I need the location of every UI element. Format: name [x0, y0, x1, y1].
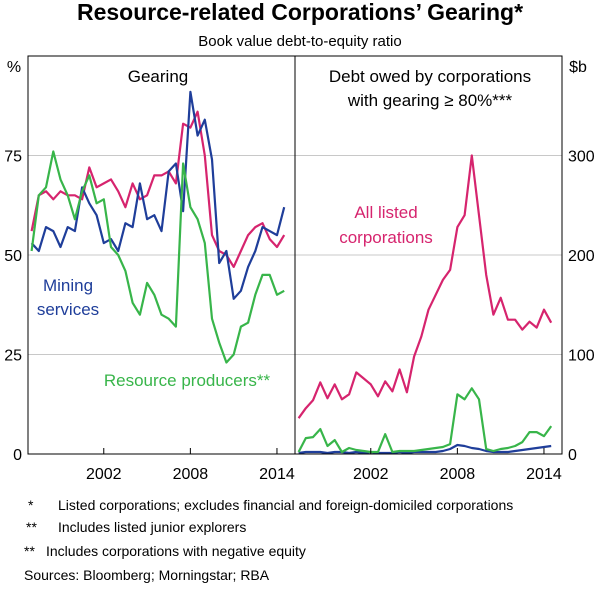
right-panel-title-line-1: Debt owed by corporations	[329, 67, 531, 86]
series-layer	[30, 90, 553, 455]
all-listed-label-line-2: corporations	[339, 228, 433, 247]
chart-subtitle: Book value debt-to-equity ratio	[198, 33, 401, 50]
x-tick-label: 2008	[173, 466, 209, 483]
mining-services-label-line-1: Mining	[43, 276, 93, 295]
y-tick-label: 100	[568, 348, 595, 365]
y-tick-label: 25	[4, 348, 22, 365]
x-tick-label: 2014	[526, 466, 562, 483]
sources-note: Sources: Bloomberg; Morningstar; RBA	[24, 567, 270, 583]
x-tick-label: 2002	[353, 466, 389, 483]
series-line-resource-producers-panel-2	[297, 387, 553, 454]
y-tick-label: 50	[4, 248, 22, 265]
y-tick-label: 0	[568, 447, 577, 464]
x-tick-label: 2014	[259, 466, 295, 483]
note-2-text: Includes listed junior explorers	[58, 519, 246, 535]
left-panel-title: Gearing	[128, 67, 188, 86]
chart-title: Resource-related Corporations’ Gearing*	[77, 0, 523, 25]
y-tick-label: 0	[13, 447, 22, 464]
note-3-mark: **	[24, 543, 35, 559]
x-tick-label: 2002	[86, 466, 122, 483]
y-tick-label: 300	[568, 149, 595, 166]
note-1-mark: *	[28, 497, 34, 513]
all-listed-label-line-1: All listed	[354, 203, 417, 222]
x-tick-label: 2008	[440, 466, 476, 483]
right-unit-label: $b	[569, 59, 587, 76]
mining-services-label-line-2: services	[37, 300, 99, 319]
series-line-all-listed-corporations-panel-1	[30, 110, 286, 268]
axis-layer: 0 25 50 75 2002 2008 2014 0 100 200 300 2002 2008 201…	[4, 149, 595, 484]
right-panel-title-line-2: with gearing ≥ 80%***	[347, 91, 513, 110]
left-unit-label: %	[7, 59, 21, 76]
note-2-mark: **	[26, 519, 37, 535]
resource-producers-label: Resource producers**	[104, 371, 271, 390]
note-1-text: Listed corporations; excludes financial …	[58, 497, 513, 513]
note-3-text: Includes corporations with negative equi…	[46, 543, 306, 559]
series-line-resource-producers-panel-1	[30, 150, 285, 364]
y-tick-label: 200	[568, 248, 595, 265]
grid-layer	[28, 155, 562, 355]
series-line-all-listed-corporations-panel-2	[297, 154, 553, 419]
series-line-mining-services-panel-1	[30, 90, 286, 300]
y-tick-label: 75	[4, 149, 22, 166]
